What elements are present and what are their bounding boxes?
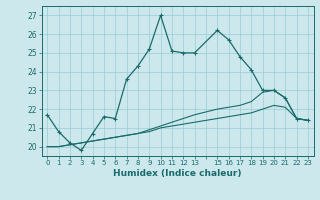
X-axis label: Humidex (Indice chaleur): Humidex (Indice chaleur) bbox=[113, 169, 242, 178]
